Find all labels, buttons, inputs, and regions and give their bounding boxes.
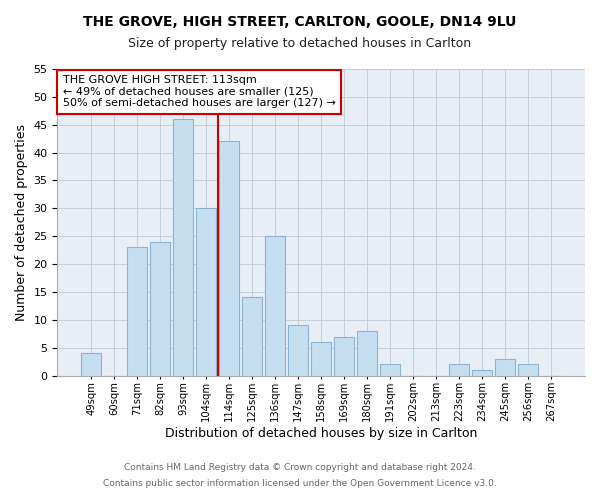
Text: THE GROVE HIGH STREET: 113sqm
← 49% of detached houses are smaller (125)
50% of : THE GROVE HIGH STREET: 113sqm ← 49% of d… xyxy=(62,75,335,108)
Bar xyxy=(173,119,193,376)
X-axis label: Distribution of detached houses by size in Carlton: Distribution of detached houses by size … xyxy=(165,427,478,440)
Bar xyxy=(289,326,308,376)
Bar xyxy=(518,364,538,376)
Bar xyxy=(220,142,239,376)
Bar xyxy=(358,331,377,376)
Text: THE GROVE, HIGH STREET, CARLTON, GOOLE, DN14 9LU: THE GROVE, HIGH STREET, CARLTON, GOOLE, … xyxy=(83,15,517,29)
Bar xyxy=(380,364,400,376)
Bar xyxy=(265,236,285,376)
Bar xyxy=(311,342,331,376)
Bar xyxy=(334,336,354,376)
Text: Size of property relative to detached houses in Carlton: Size of property relative to detached ho… xyxy=(128,38,472,51)
Bar xyxy=(472,370,492,376)
Bar xyxy=(496,359,515,376)
Text: Contains public sector information licensed under the Open Government Licence v3: Contains public sector information licen… xyxy=(103,478,497,488)
Bar xyxy=(449,364,469,376)
Bar xyxy=(242,298,262,376)
Bar xyxy=(82,353,101,376)
Bar xyxy=(127,248,147,376)
Text: Contains HM Land Registry data © Crown copyright and database right 2024.: Contains HM Land Registry data © Crown c… xyxy=(124,464,476,472)
Bar xyxy=(151,242,170,376)
Bar xyxy=(196,208,216,376)
Y-axis label: Number of detached properties: Number of detached properties xyxy=(15,124,28,321)
